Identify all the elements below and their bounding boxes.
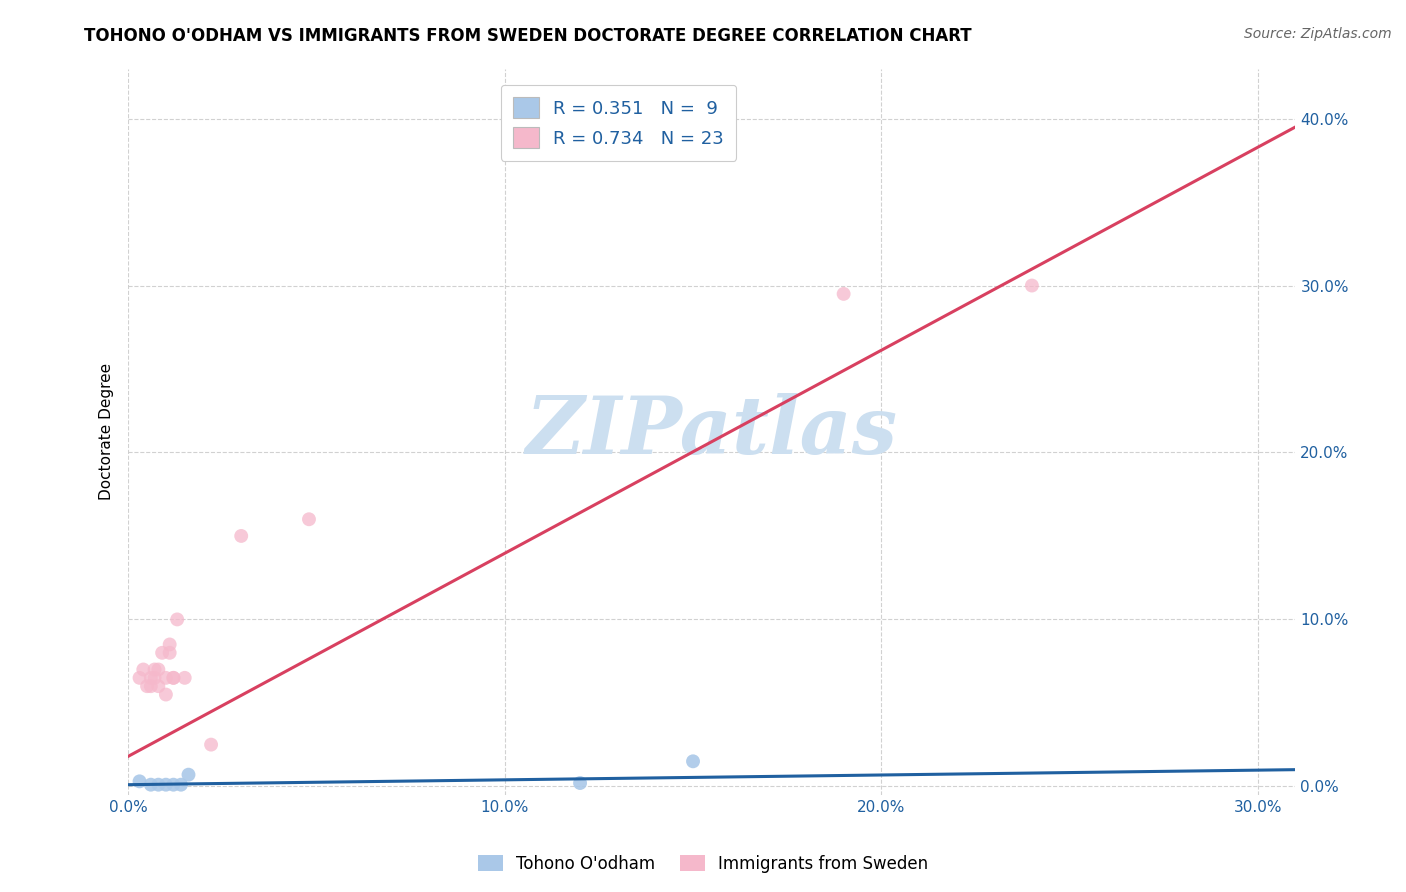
Point	[143, 671, 166, 685]
Point	[177, 767, 200, 781]
Point	[159, 646, 181, 660]
Point	[150, 646, 173, 660]
Point	[162, 671, 184, 685]
Legend: Tohono O'odham, Immigrants from Sweden: Tohono O'odham, Immigrants from Sweden	[471, 848, 935, 880]
Point	[143, 663, 166, 677]
Text: Source: ZipAtlas.com: Source: ZipAtlas.com	[1244, 27, 1392, 41]
Point	[139, 778, 162, 792]
Point	[139, 679, 162, 693]
Point	[155, 671, 177, 685]
Point	[162, 778, 184, 792]
Point	[139, 671, 162, 685]
Point	[231, 529, 253, 543]
Legend: R = 0.351   N =  9, R = 0.734   N = 23: R = 0.351 N = 9, R = 0.734 N = 23	[501, 85, 737, 161]
Text: TOHONO O'ODHAM VS IMMIGRANTS FROM SWEDEN DOCTORATE DEGREE CORRELATION CHART: TOHONO O'ODHAM VS IMMIGRANTS FROM SWEDEN…	[84, 27, 972, 45]
Point	[136, 679, 159, 693]
Point	[1021, 278, 1043, 293]
Point	[162, 671, 184, 685]
Point	[128, 671, 150, 685]
Point	[148, 663, 170, 677]
Point	[170, 778, 193, 792]
Point	[159, 637, 181, 651]
Point	[173, 671, 195, 685]
Point	[166, 612, 188, 626]
Point	[569, 776, 592, 790]
Point	[682, 754, 704, 768]
Point	[200, 738, 222, 752]
Y-axis label: Doctorate Degree: Doctorate Degree	[100, 363, 114, 500]
Point	[148, 679, 170, 693]
Point	[832, 286, 855, 301]
Point	[148, 778, 170, 792]
Point	[128, 774, 150, 789]
Point	[298, 512, 321, 526]
Text: ZIPatlas: ZIPatlas	[526, 392, 898, 470]
Point	[155, 778, 177, 792]
Point	[155, 688, 177, 702]
Point	[132, 663, 155, 677]
